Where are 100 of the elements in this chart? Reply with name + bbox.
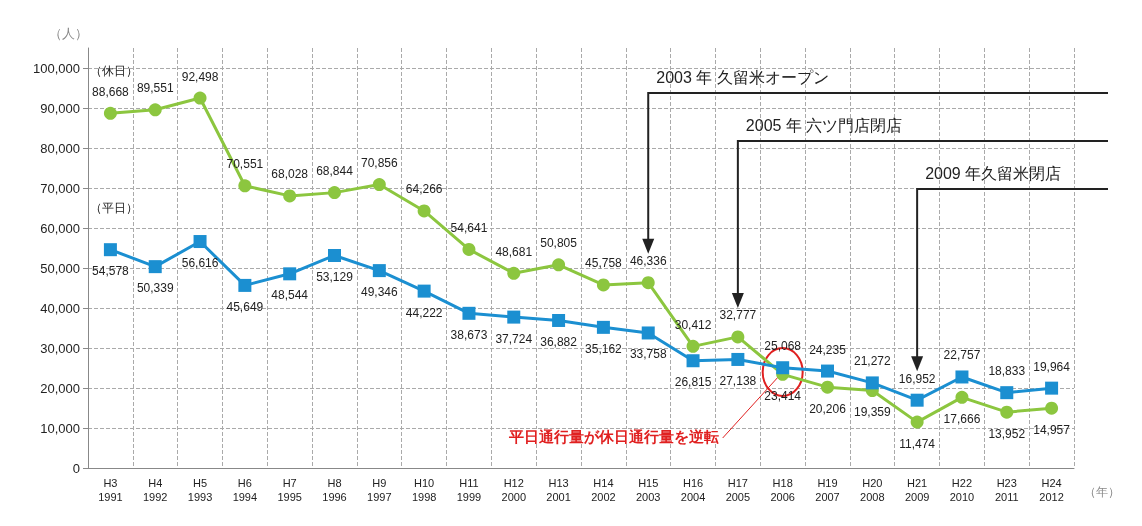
point [641, 326, 655, 340]
point [910, 415, 924, 429]
point [462, 306, 476, 320]
point [596, 278, 610, 292]
point [148, 103, 162, 117]
x-tick-label: H5 1993 [187, 477, 213, 503]
y-tick-label: 20,000 [40, 380, 80, 396]
x-tick-label: H13 2001 [546, 477, 571, 503]
data-label: 92,498 [181, 69, 219, 84]
data-label: 37,724 [495, 331, 533, 346]
data-label: 89,551 [136, 81, 174, 96]
x-tick-label: H14 2002 [591, 477, 616, 503]
data-label: 48,544 [271, 288, 309, 303]
x-tick-label: H23 2011 [994, 477, 1019, 503]
point [328, 248, 341, 262]
data-label: 46,336 [629, 254, 667, 269]
x-tick-label: H9 1997 [367, 477, 392, 503]
point [238, 278, 252, 292]
x-tick-label: H18 2006 [770, 477, 795, 503]
data-label: 35,162 [585, 341, 623, 356]
data-label: 22,757 [943, 348, 981, 363]
point [731, 352, 745, 366]
point [955, 390, 969, 404]
x-tick-label: H22 2010 [949, 477, 975, 503]
data-label: 25,068 [764, 339, 802, 354]
data-label: 27,138 [719, 373, 757, 388]
point [821, 380, 834, 394]
data-label: 50,339 [136, 281, 174, 296]
annotation: 2009 年久留米閉店 [925, 164, 1062, 182]
data-label: 11,474 [899, 436, 936, 451]
x-tick-label: H12 2000 [501, 477, 527, 503]
data-label: 49,346 [360, 285, 398, 300]
point [193, 91, 207, 105]
point [417, 204, 431, 218]
data-label: 26,815 [674, 375, 712, 390]
x-tick-label: H19 2007 [815, 477, 840, 503]
data-label: 19,964 [1033, 359, 1071, 374]
data-label: 36,882 [540, 334, 578, 349]
point [1000, 405, 1014, 419]
point [1045, 381, 1059, 395]
point [641, 276, 655, 290]
point [238, 179, 252, 193]
point [731, 330, 745, 344]
x-tick-label: H11 1999 [456, 477, 482, 503]
x-axis-title: （年） [1084, 485, 1120, 499]
y-tick-label: 0 [72, 460, 80, 476]
text: （平日） [90, 200, 139, 215]
point [103, 106, 117, 120]
point [328, 186, 341, 200]
x-tick-label: H20 2008 [860, 477, 885, 503]
data-label: 88,668 [92, 84, 130, 99]
data-label: 24,235 [809, 342, 847, 357]
x-tick-label: H21 2009 [904, 477, 930, 503]
data-label: 68,844 [316, 164, 354, 179]
data-label: 68,028 [271, 167, 309, 182]
x-tick-label: H17 2005 [725, 477, 751, 503]
data-label: 33,758 [629, 347, 667, 362]
point [1000, 386, 1014, 400]
data-label: 70,856 [360, 156, 398, 171]
text: （休日） [90, 64, 139, 79]
annotation: 平日通行量が休日通行量を逆転 [507, 428, 719, 445]
point [372, 264, 386, 278]
x-tick-label: H24 2012 [1039, 477, 1064, 503]
data-label: 50,805 [540, 236, 578, 251]
y-axis-title: （人） [49, 26, 88, 41]
y-tick-label: 30,000 [40, 340, 80, 356]
point [148, 260, 162, 274]
data-label: 45,649 [226, 299, 264, 314]
data-label: 48,681 [495, 244, 533, 259]
data-label: 17,666 [943, 411, 981, 426]
point [417, 284, 431, 298]
x-tick-label: H3 1991 [98, 477, 123, 503]
y-tick-label: 80,000 [40, 140, 80, 156]
x-tick-label: H16 2004 [680, 477, 706, 503]
y-tick-label: 50,000 [40, 260, 80, 276]
data-label: 64,266 [405, 182, 443, 197]
point [865, 376, 879, 390]
y-tick-label: 10,000 [40, 420, 80, 436]
data-label: 56,616 [181, 256, 219, 271]
y-tick-label: 90,000 [40, 100, 80, 116]
x-tick-label: H15 2003 [635, 477, 661, 503]
data-label: 19,359 [853, 405, 891, 420]
data-label: 53,129 [316, 269, 354, 284]
point [193, 235, 207, 249]
point [955, 370, 969, 384]
x-tick-label: H8 1996 [322, 477, 347, 503]
y-tick-label: 70,000 [40, 180, 80, 196]
y-tick-label: 40,000 [40, 300, 80, 316]
point [552, 258, 566, 272]
point [686, 354, 700, 368]
point [462, 242, 476, 256]
point [507, 266, 521, 280]
data-label: 32,777 [719, 308, 757, 323]
point [686, 339, 700, 353]
data-label: 45,758 [585, 256, 623, 271]
point [283, 189, 297, 203]
point [507, 310, 521, 324]
point [552, 313, 566, 327]
point [103, 243, 117, 257]
data-label: 23,414 [764, 388, 802, 403]
